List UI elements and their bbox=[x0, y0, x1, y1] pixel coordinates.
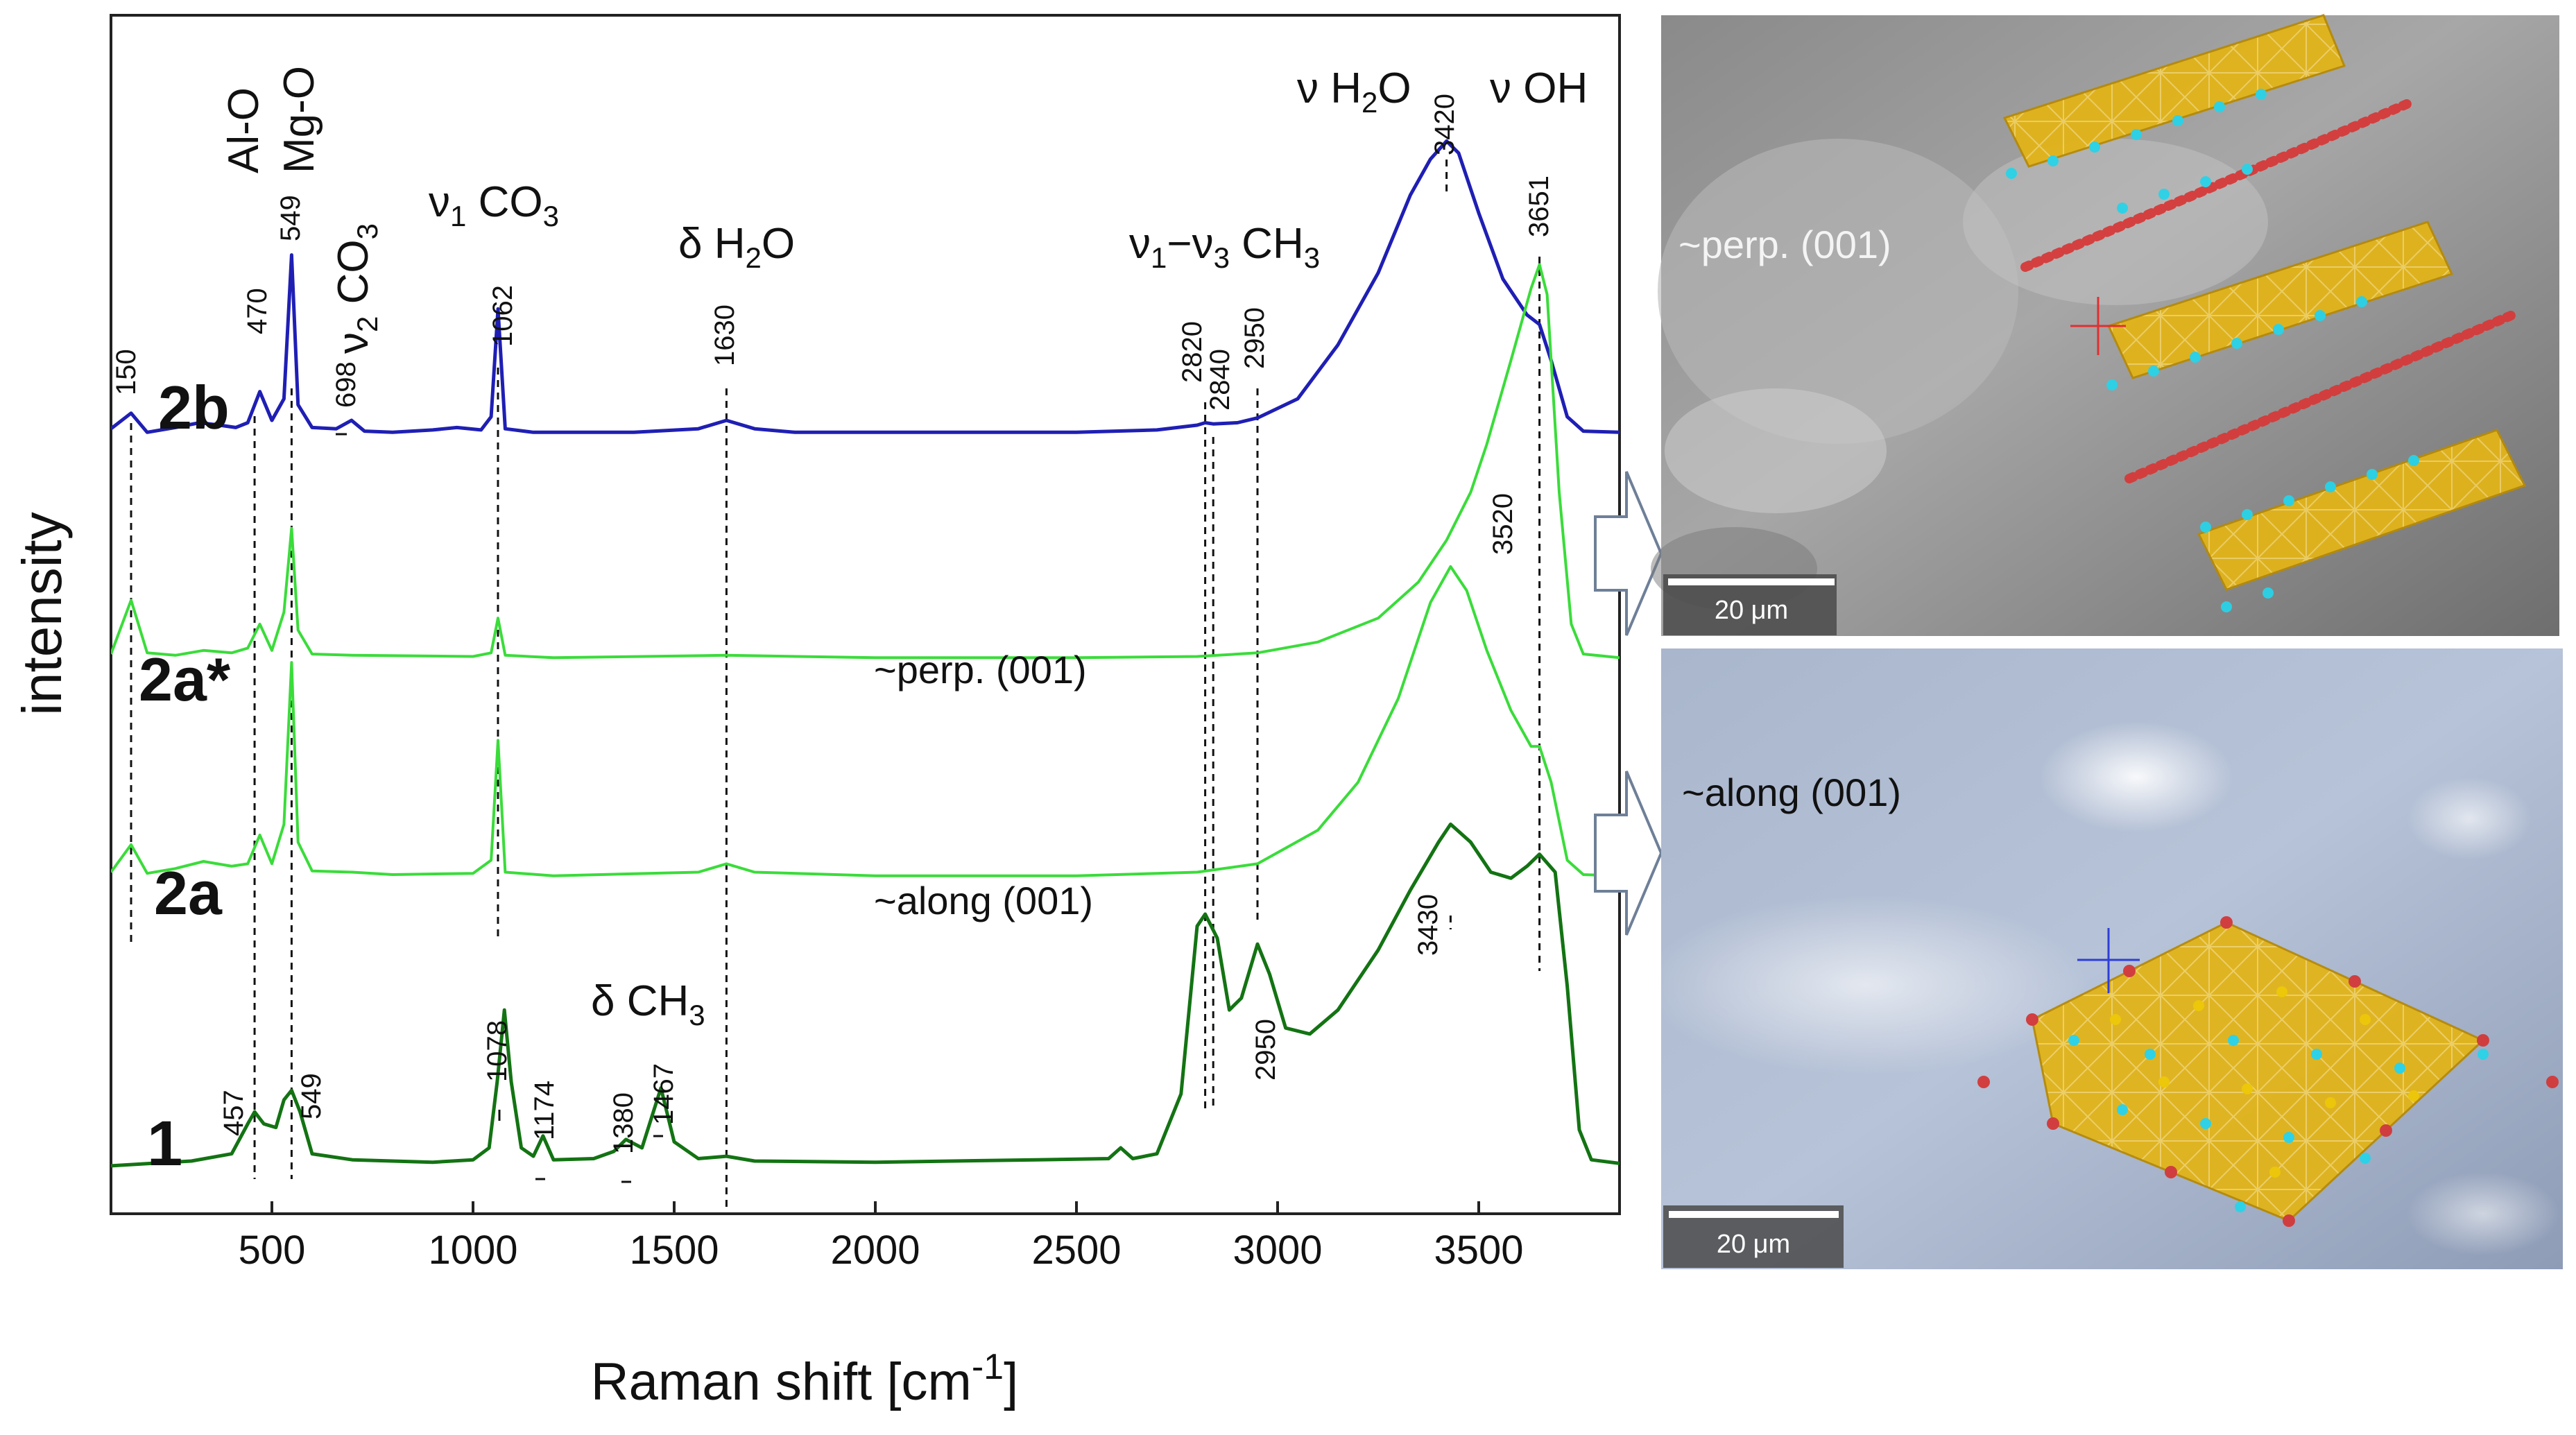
annotation-along: ~along (001) bbox=[874, 879, 1093, 922]
x-axis-ticks: 500 1000 1500 2000 2500 3000 3500 bbox=[239, 1201, 1524, 1273]
x-tick-label: 500 bbox=[239, 1228, 306, 1273]
x-tick-label: 2000 bbox=[830, 1228, 920, 1273]
peak-label: 470 bbox=[242, 288, 273, 334]
band-labels: Al-O Mg-O ν2 CO3 ν1 CO3 δ H2O ν1−ν3 CH3 … bbox=[220, 65, 1588, 1031]
scale-text-bottom: 20 μm bbox=[1717, 1230, 1790, 1259]
series-line-1 bbox=[111, 822, 1620, 1168]
peak-label: 1078 bbox=[482, 1020, 513, 1082]
label-leaders bbox=[336, 433, 663, 1183]
micrograph-perp: ~perp. (001) 20 μm bbox=[1651, 14, 2559, 636]
scale-bar-top bbox=[1668, 578, 1835, 585]
arrow-top bbox=[1594, 471, 1663, 636]
band-label-mg-o: Mg-O bbox=[275, 66, 323, 173]
peak-label: 2820 bbox=[1177, 321, 1208, 383]
peak-label: 2950 bbox=[1239, 307, 1270, 369]
scale-text-top: 20 μm bbox=[1715, 596, 1788, 625]
peak-label: 1380 bbox=[608, 1092, 639, 1154]
band-label-al-o: Al-O bbox=[220, 87, 268, 173]
peak-label: 3520 bbox=[1488, 493, 1518, 555]
x-axis-label: Raman shift [cm-1] bbox=[591, 1347, 1018, 1411]
peak-label: 549 bbox=[275, 195, 306, 241]
peak-labels: 150 470 549 698 1062 1630 2820 2840 2950… bbox=[111, 94, 1554, 1154]
series-line-2a bbox=[111, 565, 1620, 877]
micrograph-label-perp: ~perp. (001) bbox=[1678, 223, 1891, 266]
band-label-v1-co3: ν1 CO3 bbox=[429, 178, 559, 232]
spectra bbox=[111, 139, 1620, 1168]
micrograph-label-along: ~along (001) bbox=[1682, 771, 1901, 814]
band-label-v-oh: ν OH bbox=[1490, 65, 1588, 112]
peak-label: 549 bbox=[296, 1073, 327, 1119]
peak-label: 457 bbox=[218, 1090, 249, 1136]
peak-label: 1630 bbox=[710, 304, 740, 366]
band-label-v2-co3: ν2 CO3 bbox=[329, 223, 384, 354]
crystal-structure-along bbox=[1977, 916, 2559, 1227]
guide-lines bbox=[130, 160, 1541, 1207]
peak-label: 698 bbox=[331, 361, 361, 408]
plot-frame bbox=[110, 14, 1621, 1215]
micrograph-along: ~along (001) 20 μm bbox=[1644, 648, 2563, 1269]
arrow-bottom bbox=[1594, 771, 1663, 936]
peak-label: 150 bbox=[111, 349, 141, 395]
peak-label: 1467 bbox=[649, 1063, 679, 1125]
series-label-2b: 2b bbox=[158, 373, 230, 442]
band-label-d-ch3: δ CH3 bbox=[591, 977, 705, 1031]
x-tick-label: 1500 bbox=[629, 1228, 719, 1273]
series-label-2a: 2a bbox=[154, 859, 223, 927]
peak-label: 2840 bbox=[1205, 349, 1235, 411]
annotation-perp: ~perp. (001) bbox=[874, 648, 1087, 691]
series-line-2b bbox=[111, 139, 1620, 434]
peak-label: 3420 bbox=[1429, 94, 1460, 155]
crosshair-blue bbox=[2077, 928, 2140, 993]
scale-bar-bottom bbox=[1669, 1211, 1839, 1218]
band-label-v-h2o: ν H2O bbox=[1297, 65, 1411, 119]
band-label-d-h2o: δ H2O bbox=[678, 220, 795, 274]
crystal-structure-perp bbox=[2002, 14, 2527, 612]
peak-label: 1174 bbox=[529, 1081, 560, 1140]
peak-label: 3651 bbox=[1524, 175, 1554, 237]
series-label-2a-star: 2a* bbox=[139, 645, 231, 714]
series-line-2a-star bbox=[111, 263, 1620, 660]
band-label-v13-ch3: ν1−ν3 CH3 bbox=[1129, 220, 1320, 274]
x-tick-label: 3000 bbox=[1233, 1228, 1322, 1273]
x-tick-label: 3500 bbox=[1434, 1228, 1523, 1273]
peak-label: 3430 bbox=[1413, 894, 1443, 956]
y-axis-label: intensity bbox=[11, 512, 73, 715]
series-label-1: 1 bbox=[147, 1108, 182, 1179]
x-tick-label: 2500 bbox=[1031, 1228, 1121, 1273]
arrows bbox=[1594, 471, 1663, 936]
crosshair-red bbox=[2070, 297, 2126, 355]
peak-label: 1062 bbox=[488, 285, 518, 347]
peak-label: 2950 bbox=[1251, 1019, 1281, 1081]
x-tick-label: 1000 bbox=[428, 1228, 517, 1273]
